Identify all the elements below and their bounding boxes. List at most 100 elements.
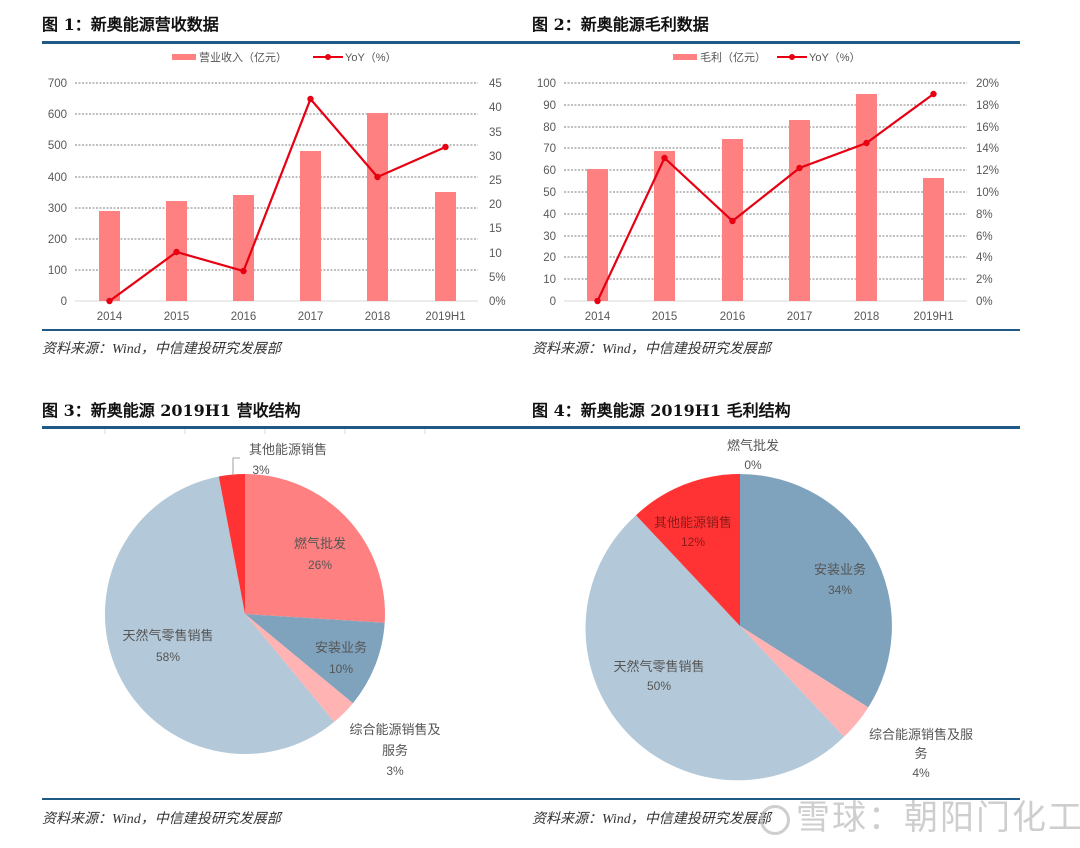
- bar-2019h1: [435, 192, 456, 301]
- svg-text:12%: 12%: [976, 165, 999, 177]
- fig1-gridlines: [75, 82, 478, 271]
- svg-text:2018: 2018: [854, 311, 880, 323]
- fig3-labels: 其他能源销售 3% 燃气批发 26% 安装业务 10% 天然气零售销售 58% …: [122, 442, 440, 778]
- svg-text:300: 300: [48, 203, 67, 215]
- svg-text:700: 700: [48, 78, 67, 90]
- slice-other-energy: [218, 474, 245, 614]
- fig1-header-rule: [42, 41, 530, 44]
- fig1-yoy-line: [108, 96, 446, 302]
- fig2-yoy-line: [596, 93, 935, 302]
- svg-text:10%: 10%: [976, 187, 999, 199]
- legend-marker-icon: [325, 54, 331, 60]
- bar-2014: [99, 211, 120, 301]
- fig2-header-rule: [530, 41, 1020, 44]
- svg-text:12%: 12%: [681, 535, 705, 549]
- fig2-gridlines: [564, 82, 967, 280]
- svg-text:5%: 5%: [489, 272, 506, 284]
- fig1-chart: 营业收入（亿元） YoY（%） 700 600 500 400 300 200 …: [48, 50, 506, 323]
- fig1-title: 图 1：新奥能源营收数据: [42, 15, 219, 34]
- svg-text:0%: 0%: [744, 458, 762, 472]
- slice-installation: [245, 614, 385, 704]
- svg-text:60: 60: [543, 165, 556, 177]
- svg-text:2019H1: 2019H1: [425, 311, 465, 323]
- fig2-footer-rule: [530, 329, 1020, 331]
- svg-text:18%: 18%: [976, 100, 999, 112]
- slice-retail-gas: [585, 515, 844, 781]
- svg-text:0: 0: [550, 296, 556, 308]
- svg-text:10: 10: [489, 248, 502, 260]
- fig4-pie-chart: 燃气批发 0% 其他能源销售 12% 安装业务 34% 天然气零售销售 50% …: [585, 438, 973, 781]
- fig3-source: 资料来源：Wind，中信建投研究发展部: [42, 812, 281, 827]
- svg-text:35: 35: [489, 127, 502, 139]
- svg-text:40: 40: [489, 102, 502, 114]
- svg-text:500: 500: [48, 140, 67, 152]
- fig2-yoy-markers: [594, 90, 937, 305]
- svg-text:安装业务: 安装业务: [315, 640, 367, 655]
- fig2-legend-bar-label: 毛利（亿元）: [700, 51, 766, 64]
- svg-text:20%: 20%: [976, 78, 999, 90]
- svg-text:400: 400: [48, 172, 67, 184]
- svg-text:2017: 2017: [298, 311, 324, 323]
- svg-text:80: 80: [543, 122, 556, 134]
- svg-text:2019H1: 2019H1: [913, 311, 953, 323]
- svg-text:20: 20: [489, 199, 502, 211]
- svg-text:10%: 10%: [329, 662, 353, 676]
- fig1-legend: 营业收入（亿元） YoY（%）: [172, 50, 397, 64]
- bar-2018: [856, 94, 877, 301]
- svg-text:100: 100: [537, 78, 556, 90]
- svg-text:2%: 2%: [976, 274, 993, 286]
- fig1-yoy-markers: [106, 95, 449, 305]
- fig4-title: 图 4：新奥能源 2019H1 毛利结构: [532, 401, 791, 420]
- svg-text:50: 50: [543, 187, 556, 199]
- bar-2018: [367, 113, 388, 301]
- svg-text:天然气零售销售: 天然气零售销售: [613, 659, 704, 674]
- svg-text:2015: 2015: [652, 311, 678, 323]
- svg-text:30: 30: [543, 231, 556, 243]
- fig1-bars: [99, 113, 456, 301]
- svg-text:2016: 2016: [720, 311, 746, 323]
- slice-installation: [740, 474, 892, 708]
- slice-gas-wholesale: [245, 474, 385, 623]
- slice-retail-gas: [104, 476, 335, 755]
- bar-2019h1: [923, 178, 944, 301]
- fig2-source: 资料来源：Wind，中信建投研究发展部: [532, 342, 771, 357]
- bar-2017: [300, 151, 321, 301]
- bar-2015: [654, 151, 675, 301]
- svg-text:其他能源销售: 其他能源销售: [249, 442, 327, 457]
- legend-bar-swatch: [172, 54, 196, 60]
- svg-text:70: 70: [543, 143, 556, 155]
- fig1-legend-line-label: YoY（%）: [345, 51, 397, 64]
- svg-text:58%: 58%: [156, 650, 180, 664]
- fig2-legend-line-label: YoY（%）: [809, 51, 861, 64]
- svg-text:天然气零售销售: 天然气零售销售: [122, 628, 213, 643]
- bar-2017: [789, 120, 810, 301]
- svg-text:25: 25: [489, 175, 502, 187]
- svg-text:50%: 50%: [647, 679, 671, 693]
- svg-text:600: 600: [48, 109, 67, 121]
- fig3-leader-line: [232, 457, 240, 476]
- svg-text:0%: 0%: [489, 296, 506, 308]
- fig2-x-labels: 2014 2015 2016 2017 2018 2019H1: [585, 311, 954, 323]
- fig4-footer-rule: [530, 798, 1020, 800]
- fig3-tick-marks: [104, 429, 426, 434]
- svg-text:2016: 2016: [231, 311, 257, 323]
- svg-text:综合能源销售及: 综合能源销售及: [349, 722, 440, 737]
- fig2-title: 图 2：新奥能源毛利数据: [532, 15, 709, 34]
- svg-text:4%: 4%: [976, 252, 993, 264]
- svg-text:100: 100: [48, 265, 67, 277]
- fig1-left-axis: 700 600 500 400 300 200 100 0: [48, 78, 67, 308]
- fig1-legend-bar-label: 营业收入（亿元）: [199, 50, 287, 64]
- fig1-footer-rule: [42, 329, 530, 331]
- svg-text:16%: 16%: [976, 122, 999, 134]
- fig4-pie: [585, 474, 892, 781]
- svg-text:200: 200: [48, 234, 67, 246]
- svg-text:燃气批发: 燃气批发: [727, 438, 779, 453]
- fig4-header-rule: [530, 426, 1020, 429]
- svg-text:0: 0: [61, 296, 67, 308]
- fig3-title: 图 3：新奥能源 2019H1 营收结构: [42, 401, 301, 420]
- svg-text:2015: 2015: [164, 311, 190, 323]
- legend-bar-swatch: [673, 54, 697, 60]
- bar-2014: [587, 169, 608, 301]
- svg-text:34%: 34%: [828, 583, 852, 597]
- svg-text:10: 10: [543, 274, 556, 286]
